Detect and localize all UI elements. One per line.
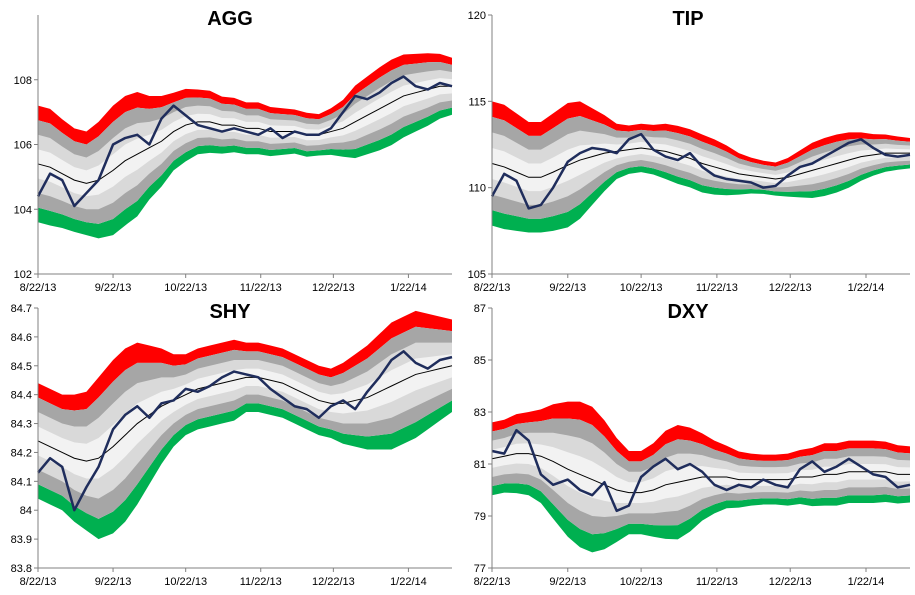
band-3-sigma	[38, 61, 452, 224]
band-3-sigma	[38, 326, 452, 519]
x-tick-label: 9/22/13	[549, 576, 586, 588]
upper-outer-band	[38, 53, 452, 145]
band-2-sigma	[38, 342, 452, 499]
x-tick-label: 1/22/14	[848, 576, 885, 588]
y-tick-label: 84.3	[11, 419, 32, 431]
x-tick-label: 9/22/13	[549, 282, 586, 294]
y-tick-label: 83	[474, 407, 486, 419]
y-tick-label: 106	[14, 140, 32, 152]
x-tick-label: 10/22/13	[620, 282, 663, 294]
y-tick-label: 85	[474, 355, 486, 367]
x-tick-label: 11/22/13	[240, 282, 282, 294]
y-tick-label: 110	[468, 183, 486, 195]
price-line	[491, 428, 911, 513]
lower-outer-band	[492, 164, 910, 233]
x-tick-label: 9/22/13	[95, 576, 132, 588]
x-tick-label: 12/22/13	[312, 282, 355, 294]
price-line	[36, 75, 453, 208]
lower-outer-band	[38, 400, 452, 540]
upper-outer-band	[492, 401, 910, 462]
y-tick-label: 84.7	[11, 303, 32, 315]
x-tick-label: 8/22/13	[474, 282, 511, 294]
band-1-sigma	[492, 443, 910, 503]
chart-title: AGG	[207, 8, 253, 30]
chart-tip: 105 110 115 120 8/22/13 9/22/13 10/22/13 11/22/…	[468, 8, 911, 294]
y-tick-label: 84	[20, 505, 32, 517]
upper-outer-band	[492, 101, 910, 167]
x-tick-label: 8/22/13	[474, 576, 511, 588]
chart-shy: 83.8 83.9 84 84.1 84.2 84.3 84.4 84.5 84.6 84.7 8/…	[11, 301, 453, 588]
y-tick-label: 115	[468, 96, 486, 108]
band-2-sigma	[38, 70, 452, 210]
y-tick-label: 84.1	[11, 476, 32, 488]
chart-title: TIP	[672, 8, 703, 30]
y-tick-label: 77	[474, 563, 486, 575]
x-tick-label: 10/22/13	[620, 576, 663, 588]
x-tick-label: 1/22/14	[390, 282, 427, 294]
upper-outer-band	[38, 310, 452, 411]
band-1-sigma	[38, 78, 452, 197]
x-tick-label: 12/22/13	[312, 576, 355, 588]
x-tick-label: 11/22/13	[696, 282, 738, 294]
lower-outer-band	[38, 107, 452, 239]
x-tick-label: 10/22/13	[164, 282, 207, 294]
y-tick-label: 83.9	[11, 534, 32, 546]
x-tick-label: 12/22/13	[769, 576, 812, 588]
band-1-sigma	[38, 354, 452, 479]
x-tick-label: 10/22/13	[164, 576, 207, 588]
price-line	[37, 350, 453, 512]
chart-title: SHY	[209, 301, 251, 323]
price-line	[490, 132, 911, 210]
mean-line	[491, 147, 910, 180]
x-tick-label: 1/22/14	[848, 282, 885, 294]
y-tick-label: 104	[14, 204, 32, 216]
y-tick-label: 84.6	[11, 332, 32, 344]
lower-outer-band	[492, 483, 910, 553]
y-tick-label: 84.4	[11, 390, 32, 402]
mean-line	[491, 453, 910, 494]
y-tick-label: 83.8	[11, 563, 32, 575]
x-tick-label: 12/22/13	[769, 282, 812, 294]
y-tick-label: 102	[14, 269, 32, 281]
x-tick-label: 8/22/13	[20, 282, 57, 294]
mean-line	[37, 85, 452, 184]
y-tick-label: 81	[474, 459, 486, 471]
x-tick-label: 9/22/13	[95, 282, 132, 294]
y-tick-label: 79	[474, 511, 486, 523]
x-tick-label: 11/22/13	[696, 576, 738, 588]
chart-dxy: 77 79 81 83 85 87 8/22/13 9/22/13 10/22/13 11/22/…	[474, 301, 911, 588]
y-tick-label: 84.5	[11, 361, 32, 373]
x-tick-label: 8/22/13	[20, 576, 57, 588]
chart-title: DXY	[667, 301, 709, 323]
y-tick-label: 105	[468, 269, 486, 281]
chart-agg: 102 104 106 108 8/22/13 9/22/13 10/22/13 11/22/…	[14, 8, 453, 294]
y-tick-label: 120	[468, 10, 486, 22]
y-tick-label: 108	[14, 75, 32, 87]
mean-line	[37, 365, 453, 462]
x-tick-label: 11/22/13	[240, 576, 282, 588]
y-tick-label: 87	[474, 303, 486, 315]
y-tick-label: 84.2	[11, 447, 32, 459]
x-tick-label: 1/22/14	[390, 576, 427, 588]
